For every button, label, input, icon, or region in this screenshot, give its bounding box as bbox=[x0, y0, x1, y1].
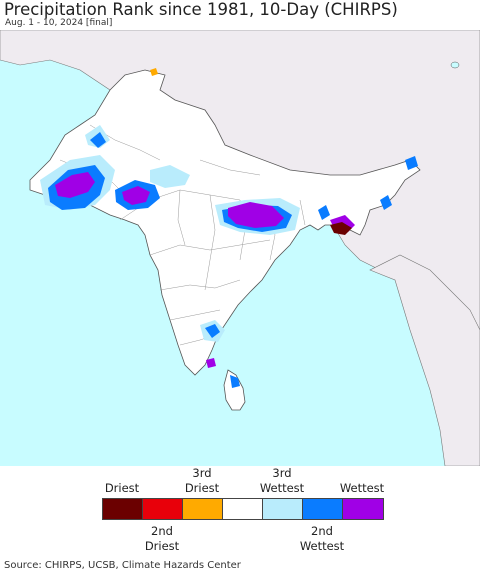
legend-swatch bbox=[303, 499, 343, 519]
legend-color-bar bbox=[102, 498, 384, 520]
map-title: Precipitation Rank since 1981, 10-Day (C… bbox=[4, 0, 398, 19]
legend-swatch bbox=[343, 499, 383, 519]
source-credit: Source: CHIRPS, UCSB, Climate Hazards Ce… bbox=[4, 560, 241, 571]
legend-label-2nd-driest: 2nd Driest bbox=[144, 524, 180, 553]
wet-anomalies bbox=[40, 68, 418, 388]
precipitation-map bbox=[0, 30, 480, 466]
legend-label-3rd-driest: 3rd Driest bbox=[184, 466, 220, 495]
legend-label-3rd-wettest: 3rd Wettest bbox=[259, 466, 305, 495]
southeast-asia bbox=[369, 254, 480, 466]
legend-swatch bbox=[103, 499, 143, 519]
legend-swatch bbox=[143, 499, 183, 519]
legend-swatch bbox=[183, 499, 223, 519]
legend-label-wettest: Wettest bbox=[339, 481, 385, 495]
legend: Driest 3rd Driest 3rd Wettest Wettest 2n… bbox=[0, 466, 480, 558]
legend-label-2nd-wettest: 2nd Wettest bbox=[299, 524, 345, 553]
legend-swatch bbox=[223, 499, 263, 519]
lake bbox=[450, 61, 460, 69]
legend-swatch bbox=[263, 499, 303, 519]
legend-label-driest: Driest bbox=[104, 481, 140, 495]
map-subtitle: Aug. 1 - 10, 2024 [final] bbox=[5, 18, 113, 28]
